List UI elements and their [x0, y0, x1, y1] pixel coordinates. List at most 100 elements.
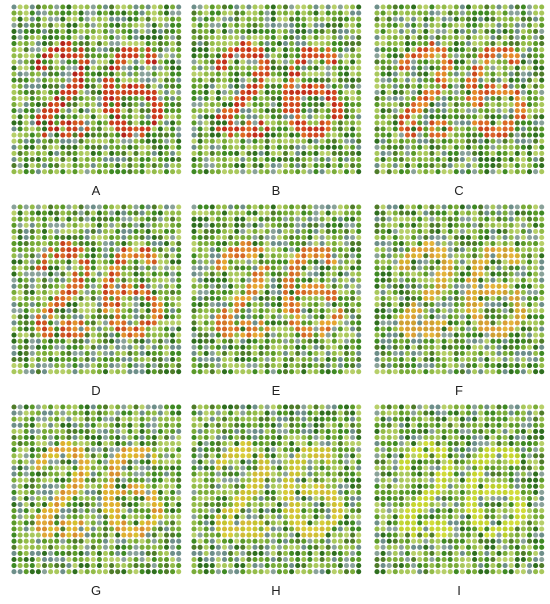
background-dot [282, 253, 289, 259]
background-dot [270, 77, 276, 83]
background-dot [514, 277, 520, 283]
background-dot [301, 295, 307, 302]
background-dot [197, 332, 203, 338]
background-dot [133, 108, 139, 114]
background-dot [447, 95, 453, 102]
digit-dot [484, 83, 490, 89]
digit-dot [313, 126, 319, 132]
digit-dot [102, 289, 109, 295]
background-dot [48, 283, 54, 289]
background-dot [478, 114, 484, 120]
background-dot [90, 253, 96, 259]
background-dot [411, 89, 417, 95]
background-dot [48, 344, 54, 350]
background-dot [133, 428, 139, 434]
background-dot [508, 369, 514, 375]
background-dot [331, 326, 337, 332]
background-dot [90, 344, 96, 350]
background-dot [252, 108, 258, 114]
background-dot [472, 53, 478, 59]
digit-dot [301, 53, 307, 59]
background-dot [234, 234, 240, 241]
background-dot [350, 53, 356, 59]
background-dot [163, 144, 170, 150]
background-dot [264, 47, 270, 53]
background-dot [209, 259, 215, 265]
digit-dot [404, 114, 411, 120]
background-dot [447, 234, 453, 241]
digit-dot [502, 332, 508, 338]
background-dot [423, 277, 429, 283]
background-dot [350, 259, 356, 265]
background-dot [170, 302, 176, 308]
background-dot [447, 34, 453, 41]
background-dot [115, 71, 121, 77]
background-dot [90, 210, 96, 216]
background-dot [176, 441, 182, 447]
background-dot [145, 132, 151, 138]
background-dot [41, 363, 48, 369]
background-dot [337, 241, 343, 247]
background-dot [60, 83, 66, 89]
digit-dot [295, 71, 301, 77]
background-dot [526, 47, 533, 53]
digit-dot [215, 259, 221, 265]
digit-dot [66, 326, 72, 332]
background-dot [386, 350, 392, 356]
background-dot [478, 138, 484, 144]
background-dot [319, 222, 325, 228]
background-dot [29, 314, 35, 320]
background-dot [176, 363, 182, 369]
background-dot [133, 363, 139, 369]
background-dot [35, 89, 41, 95]
background-dot [289, 16, 295, 22]
background-dot [429, 344, 435, 350]
digit-dot [435, 47, 441, 53]
background-dot [234, 283, 240, 289]
digit-dot [246, 295, 252, 302]
background-dot [102, 47, 109, 53]
digit-dot [48, 126, 54, 132]
background-dot [417, 156, 423, 163]
background-dot [465, 102, 472, 108]
digit-dot [127, 326, 133, 332]
digit-dot [398, 259, 404, 265]
background-dot [139, 41, 145, 47]
background-dot [240, 28, 246, 34]
background-dot [435, 295, 441, 302]
background-dot [60, 234, 66, 241]
background-dot [121, 222, 127, 228]
background-dot [282, 114, 289, 120]
background-dot [234, 163, 240, 169]
background-dot [11, 34, 17, 41]
background-dot [234, 10, 240, 16]
background-dot [127, 59, 133, 65]
background-dot [221, 247, 228, 253]
background-dot [435, 108, 441, 114]
background-dot [209, 241, 215, 247]
background-dot [11, 22, 17, 28]
background-dot [453, 150, 459, 156]
background-dot [48, 320, 54, 326]
background-dot [295, 332, 301, 338]
background-dot [29, 59, 35, 65]
background-dot [490, 204, 496, 210]
background-dot [417, 356, 423, 363]
background-dot [484, 222, 490, 228]
background-dot [386, 22, 392, 28]
background-dot [96, 10, 102, 16]
background-dot [96, 363, 102, 369]
background-dot [490, 77, 496, 83]
background-dot [331, 22, 337, 28]
background-dot [398, 289, 404, 295]
background-dot [307, 22, 313, 28]
background-dot [447, 102, 453, 108]
background-dot [423, 338, 429, 344]
background-dot [380, 126, 386, 132]
background-dot [215, 150, 221, 156]
background-dot [417, 59, 423, 65]
background-dot [343, 295, 350, 302]
background-dot [170, 453, 176, 459]
background-dot [115, 47, 121, 53]
background-dot [54, 210, 60, 216]
